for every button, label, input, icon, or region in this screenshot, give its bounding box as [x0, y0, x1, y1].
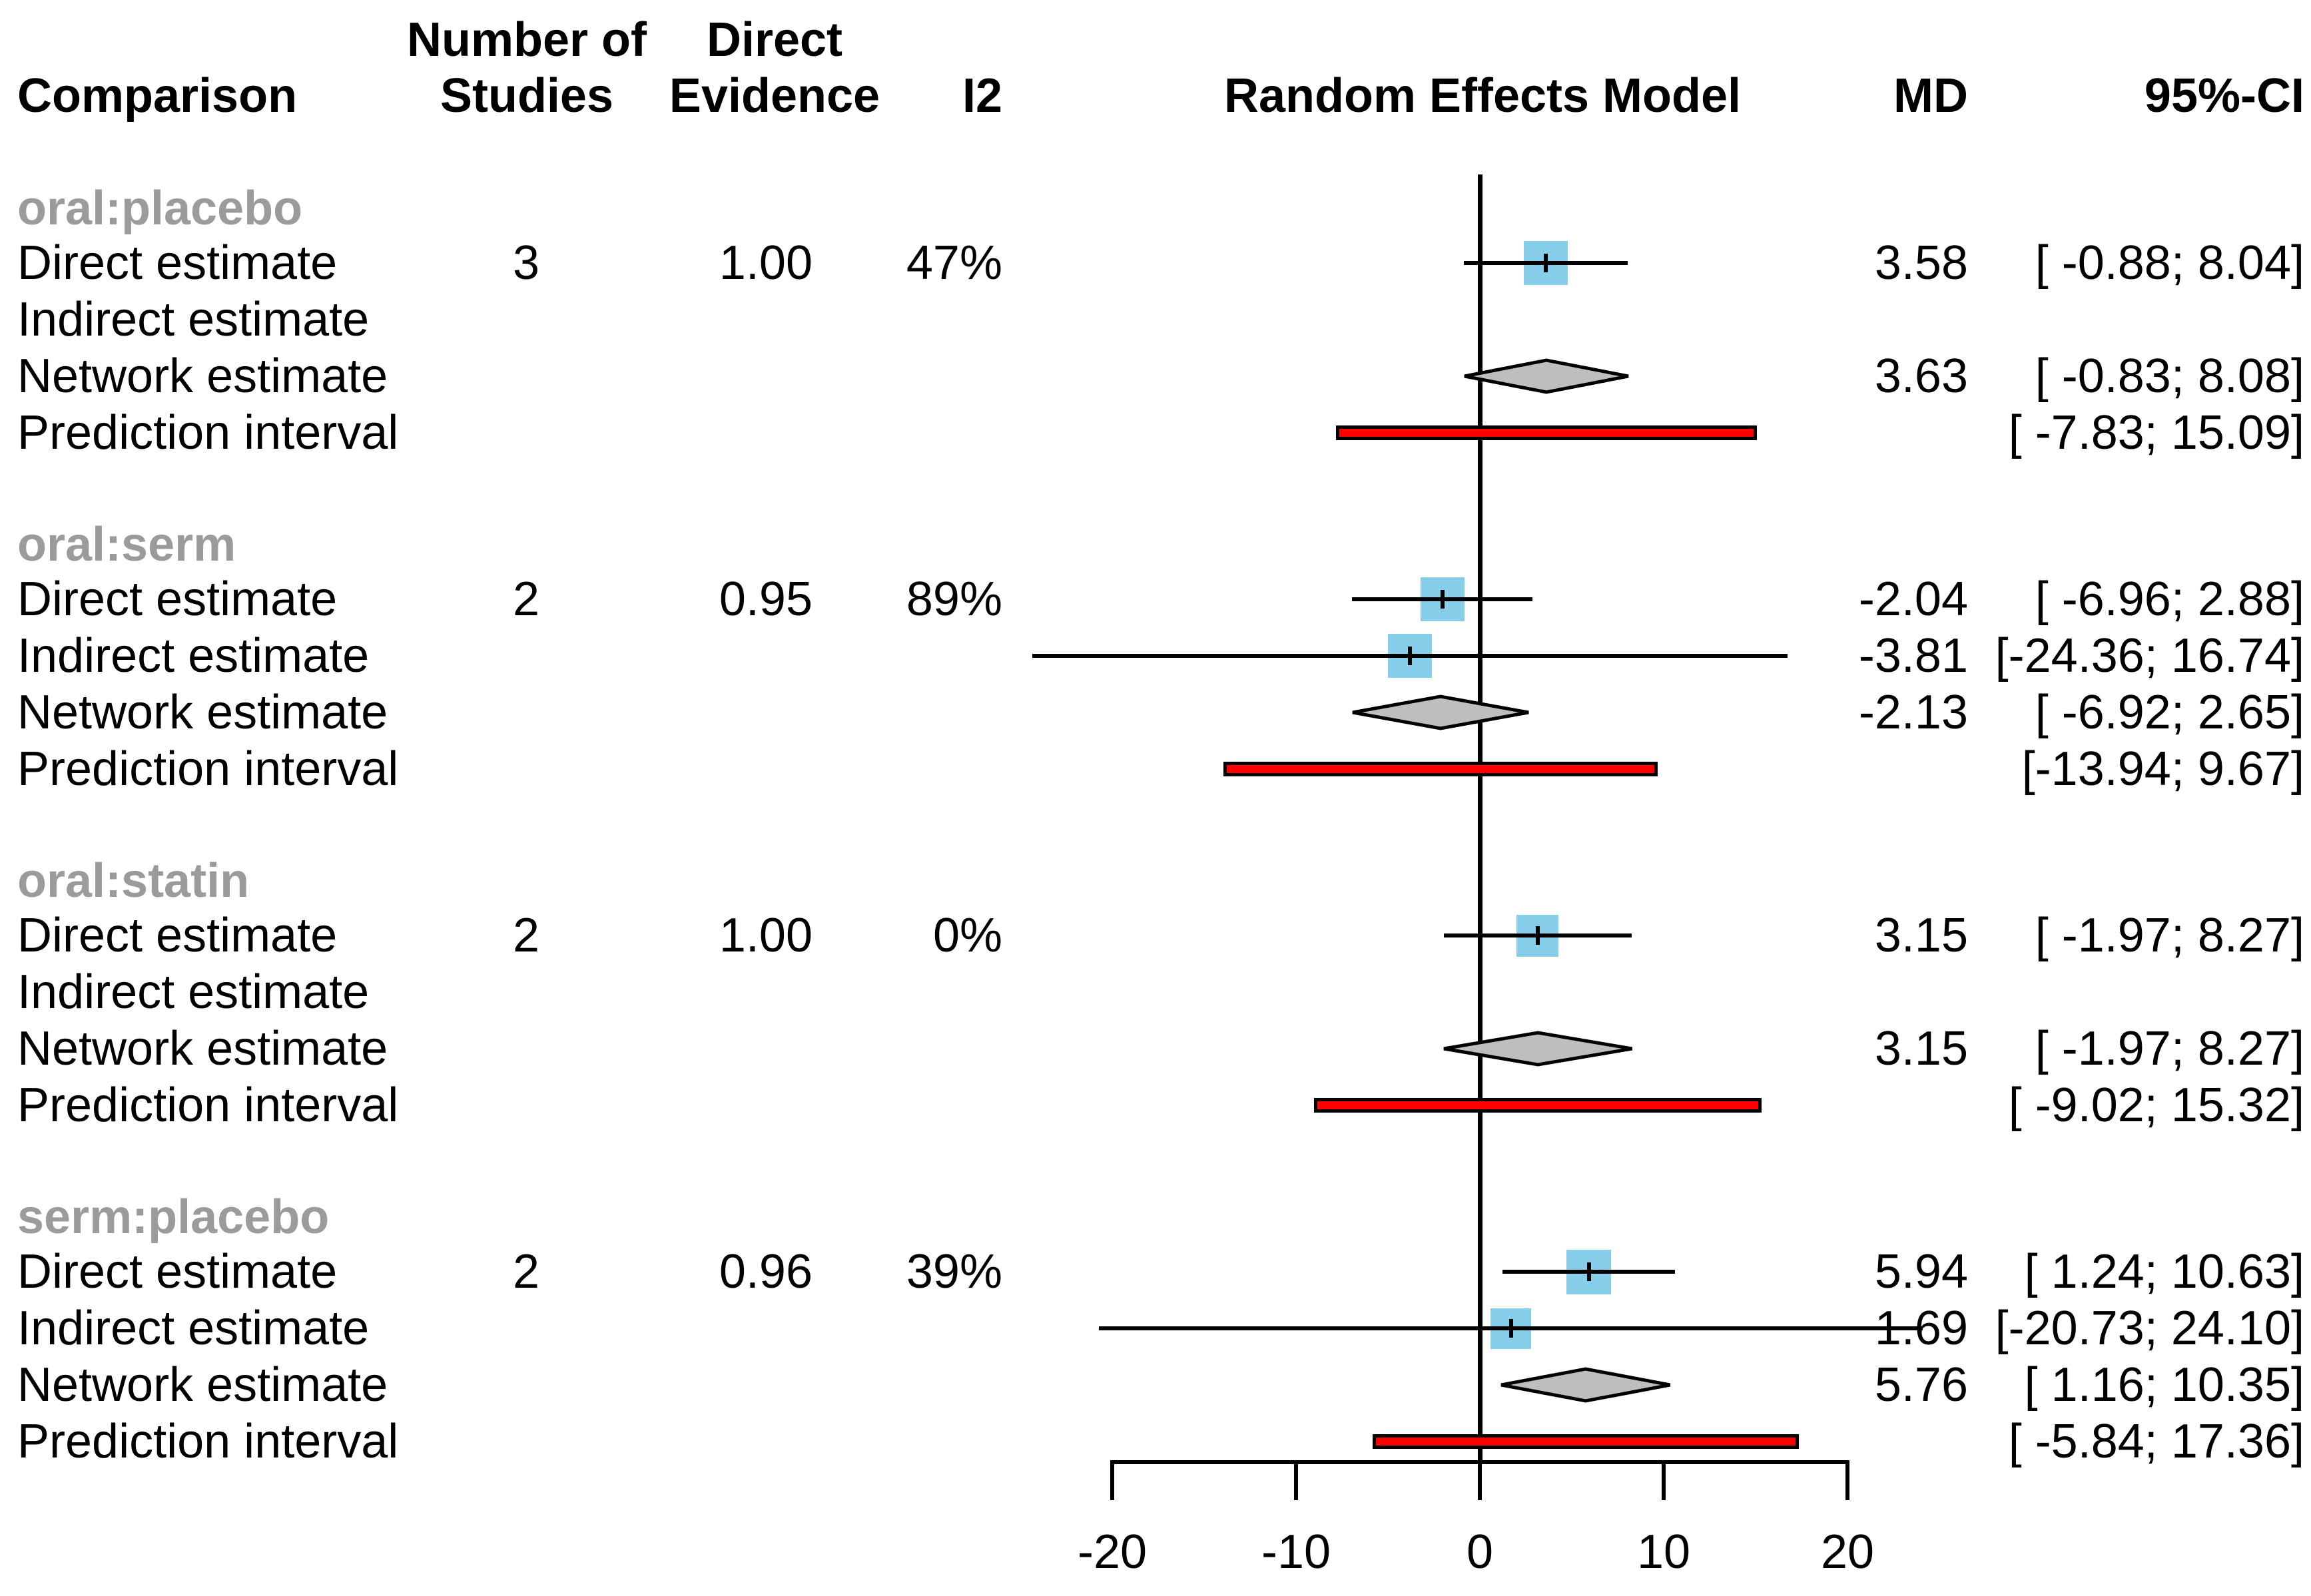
md-value: 3.15 [1874, 909, 1968, 962]
evidence-header-line2: Evidence [669, 69, 880, 123]
row-label: Network estimate [17, 1022, 388, 1075]
ci-header: 95%-CI [2144, 69, 2304, 123]
group-label: oral:statin [17, 854, 250, 908]
group-label: oral:placebo [17, 182, 303, 235]
prediction-interval-bar [1372, 1434, 1800, 1449]
row-label: Prediction interval [17, 1079, 399, 1132]
ci-value: [ -0.83; 8.08] [2035, 350, 2304, 403]
ci-value: [ -9.02; 15.32] [2008, 1079, 2304, 1132]
ci-value: [ -6.96; 2.88] [2035, 573, 2304, 626]
group-label: serm:placebo [17, 1191, 330, 1244]
model-header: Random Effects Model [1223, 69, 1742, 123]
row-label: Prediction interval [17, 742, 399, 796]
md-header: MD [1893, 69, 1968, 123]
evidence-value: 1.00 [719, 236, 813, 290]
estimate-tick [1535, 926, 1540, 945]
ci-value: [ 1.16; 10.35] [2024, 1358, 2304, 1412]
md-value: 5.94 [1874, 1245, 1968, 1298]
row-label: Network estimate [17, 1358, 388, 1412]
estimate-tick [1586, 1262, 1591, 1281]
studies-value: 3 [512, 236, 540, 290]
i2-value: 0% [932, 909, 1002, 962]
prediction-interval-bar [1314, 1098, 1762, 1113]
evidence-header-line1: Direct [706, 13, 843, 67]
md-value: -2.13 [1858, 686, 1968, 739]
row-label: Direct estimate [17, 573, 338, 626]
zero-line [1477, 174, 1483, 1464]
md-value: -2.04 [1858, 573, 1968, 626]
x-tick [1662, 1463, 1666, 1500]
ci-value: [ -6.92; 2.65] [2035, 686, 2304, 739]
row-label: Prediction interval [17, 406, 399, 459]
x-tick [1110, 1463, 1114, 1500]
row-label: Indirect estimate [17, 629, 370, 682]
x-tick-label: -10 [1261, 1525, 1331, 1579]
ci-value: [-24.36; 16.74] [1995, 629, 2304, 682]
evidence-value: 0.95 [719, 573, 813, 626]
x-tick [1294, 1463, 1298, 1500]
ci-value: [ -1.97; 8.27] [2035, 909, 2304, 962]
evidence-value: 0.96 [719, 1245, 813, 1298]
i2-header: I2 [962, 69, 1002, 123]
ci-value: [ -7.83; 15.09] [2008, 406, 2304, 459]
x-tick-label: 0 [1466, 1525, 1494, 1579]
md-value: -3.81 [1858, 629, 1968, 682]
ci-value: [ 1.24; 10.63] [2024, 1245, 2304, 1298]
x-axis-line [1110, 1460, 1849, 1464]
studies-value: 2 [512, 573, 540, 626]
row-label: Direct estimate [17, 909, 338, 962]
studies-value: 2 [512, 1245, 540, 1298]
x-tick-label: -20 [1077, 1525, 1148, 1579]
md-value: 3.58 [1874, 236, 1968, 290]
x-tick [1478, 1463, 1482, 1500]
md-value: 3.63 [1874, 350, 1968, 403]
ci-value: [ -0.88; 8.04] [2035, 236, 2304, 290]
row-label: Indirect estimate [17, 293, 370, 346]
estimate-tick [1440, 590, 1445, 609]
x-tick [1845, 1463, 1849, 1500]
ci-value: [-13.94; 9.67] [2021, 742, 2304, 796]
studies-header-line2: Studies [440, 69, 614, 123]
i2-value: 47% [906, 236, 1002, 290]
row-label: Indirect estimate [17, 1302, 370, 1355]
comparison-header: Comparison [17, 69, 298, 123]
row-label: Network estimate [17, 686, 388, 739]
md-value: 5.76 [1874, 1358, 1968, 1412]
evidence-value: 1.00 [719, 909, 813, 962]
ci-value: [ -1.97; 8.27] [2035, 1022, 2304, 1075]
i2-value: 89% [906, 573, 1002, 626]
diamond-marker [1352, 694, 1529, 730]
studies-header-line1: Number of [407, 13, 647, 67]
row-label: Direct estimate [17, 236, 338, 290]
x-tick-label: 20 [1820, 1525, 1875, 1579]
estimate-tick [1508, 1319, 1513, 1338]
estimate-tick [1407, 647, 1412, 665]
estimate-tick [1543, 254, 1548, 272]
group-label: oral:serm [17, 518, 236, 571]
prediction-interval-bar [1335, 425, 1758, 440]
diamond-marker [1443, 1031, 1632, 1067]
diamond-marker [1464, 358, 1629, 394]
row-label: Prediction interval [17, 1415, 399, 1468]
prediction-interval-bar [1223, 762, 1658, 776]
ci-value: [-20.73; 24.10] [1995, 1302, 2304, 1355]
diamond-marker [1500, 1367, 1671, 1403]
x-tick-label: 10 [1636, 1525, 1691, 1579]
ci-value: [ -5.84; 17.36] [2008, 1415, 2304, 1468]
i2-value: 39% [906, 1245, 1002, 1298]
studies-value: 2 [512, 909, 540, 962]
row-label: Network estimate [17, 350, 388, 403]
md-value: 3.15 [1874, 1022, 1968, 1075]
row-label: Direct estimate [17, 1245, 338, 1298]
row-label: Indirect estimate [17, 965, 370, 1019]
